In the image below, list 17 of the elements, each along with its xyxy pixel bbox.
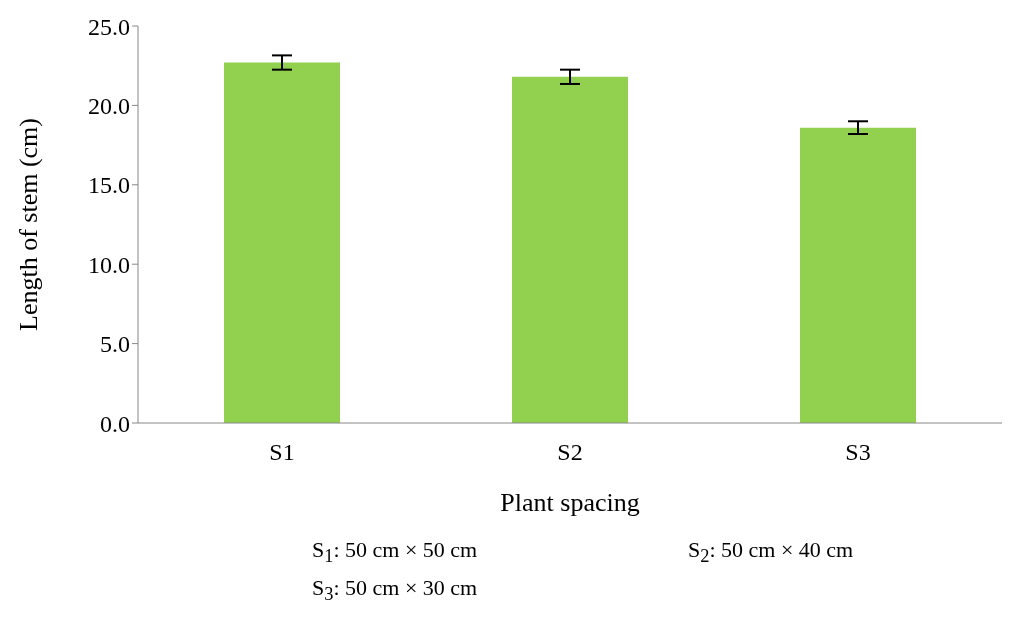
x-axis-title: Plant spacing	[500, 488, 640, 517]
bar	[800, 127, 916, 423]
x-tick-label: S3	[845, 439, 871, 466]
y-tick-label: 25.0	[88, 13, 130, 40]
bar	[224, 62, 340, 423]
text: S$_{3}$: 50 cm × 30 cm	[312, 575, 479, 606]
y-axis-title: Length of stem (cm)	[14, 118, 44, 331]
text: S$_{2}$: 50 cm × 40 cm	[688, 537, 855, 568]
y-tick-label: 10.0	[88, 251, 130, 278]
bar	[512, 76, 628, 423]
text: S$_{1}$: 50 cm × 50 cm	[312, 537, 479, 568]
x-tick-label: S2	[557, 439, 583, 466]
y-tick-label: 20.0	[88, 92, 130, 119]
y-tick-label: 0.0	[100, 410, 130, 437]
y-tick-label: 15.0	[88, 172, 130, 199]
y-tick-label: 5.0	[100, 331, 130, 358]
x-tick-label: S1	[269, 439, 295, 466]
